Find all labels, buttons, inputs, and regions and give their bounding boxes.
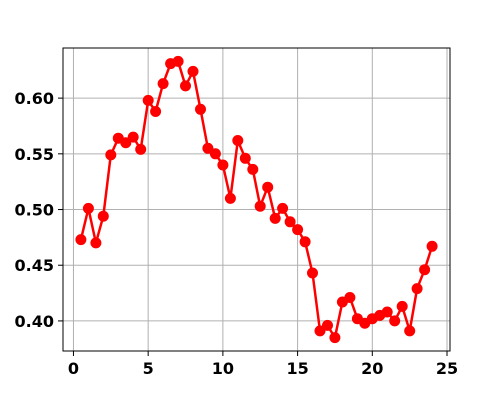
data-point xyxy=(247,163,259,175)
data-point xyxy=(180,80,191,92)
y-tick-label: 0.60 xyxy=(15,89,54,108)
data-point xyxy=(419,264,431,276)
data-point xyxy=(396,300,408,312)
data-point xyxy=(329,332,341,344)
grid-lines xyxy=(63,48,450,351)
data-point xyxy=(322,319,333,331)
data-point xyxy=(232,135,244,146)
series-line xyxy=(79,60,434,339)
data-point xyxy=(262,181,274,193)
data-point xyxy=(82,202,94,214)
data-point xyxy=(277,202,289,214)
data-point xyxy=(150,106,162,117)
data-point xyxy=(172,55,184,67)
data-point xyxy=(269,212,281,224)
y-axis: 0.40 0.45 0.50 0.55 0.60 xyxy=(15,89,63,331)
data-point xyxy=(97,210,109,222)
x-tick-label: 20 xyxy=(361,359,383,378)
data-point xyxy=(344,292,356,303)
data-point xyxy=(239,152,251,164)
data-point xyxy=(90,237,102,249)
x-tick-label: 0 xyxy=(68,359,79,378)
data-point xyxy=(142,94,154,106)
x-tick-label: 5 xyxy=(143,359,154,378)
data-point xyxy=(314,325,326,337)
x-tick-label: 25 xyxy=(436,359,458,378)
data-point xyxy=(202,142,214,154)
x-tick-label: 10 xyxy=(212,359,234,378)
data-point xyxy=(284,216,296,228)
x-axis: 0 5 10 15 20 25 xyxy=(68,351,458,378)
y-tick-label: 0.50 xyxy=(15,201,54,220)
data-point xyxy=(307,267,318,279)
axes-frame xyxy=(62,47,451,352)
data-point xyxy=(426,240,438,252)
data-point xyxy=(135,143,147,155)
y-tick-label: 0.45 xyxy=(15,256,54,275)
data-point xyxy=(224,192,236,204)
data-point xyxy=(299,236,311,248)
data-point xyxy=(254,200,266,212)
plot-area xyxy=(75,55,438,344)
data-point xyxy=(157,78,169,90)
x-tick-label: 15 xyxy=(286,359,308,378)
data-point xyxy=(292,224,304,236)
data-point xyxy=(217,159,229,171)
data-point xyxy=(381,306,393,318)
data-point xyxy=(195,103,206,115)
data-point xyxy=(187,65,199,77)
data-point xyxy=(120,137,132,149)
data-point xyxy=(209,148,221,160)
data-point xyxy=(127,131,139,143)
data-point xyxy=(75,234,87,246)
data-point xyxy=(389,315,401,327)
y-tick-label: 0.40 xyxy=(15,312,54,331)
data-point xyxy=(105,149,117,161)
y-tick-label: 0.55 xyxy=(15,145,54,164)
data-point xyxy=(404,325,416,337)
data-point xyxy=(411,283,423,295)
